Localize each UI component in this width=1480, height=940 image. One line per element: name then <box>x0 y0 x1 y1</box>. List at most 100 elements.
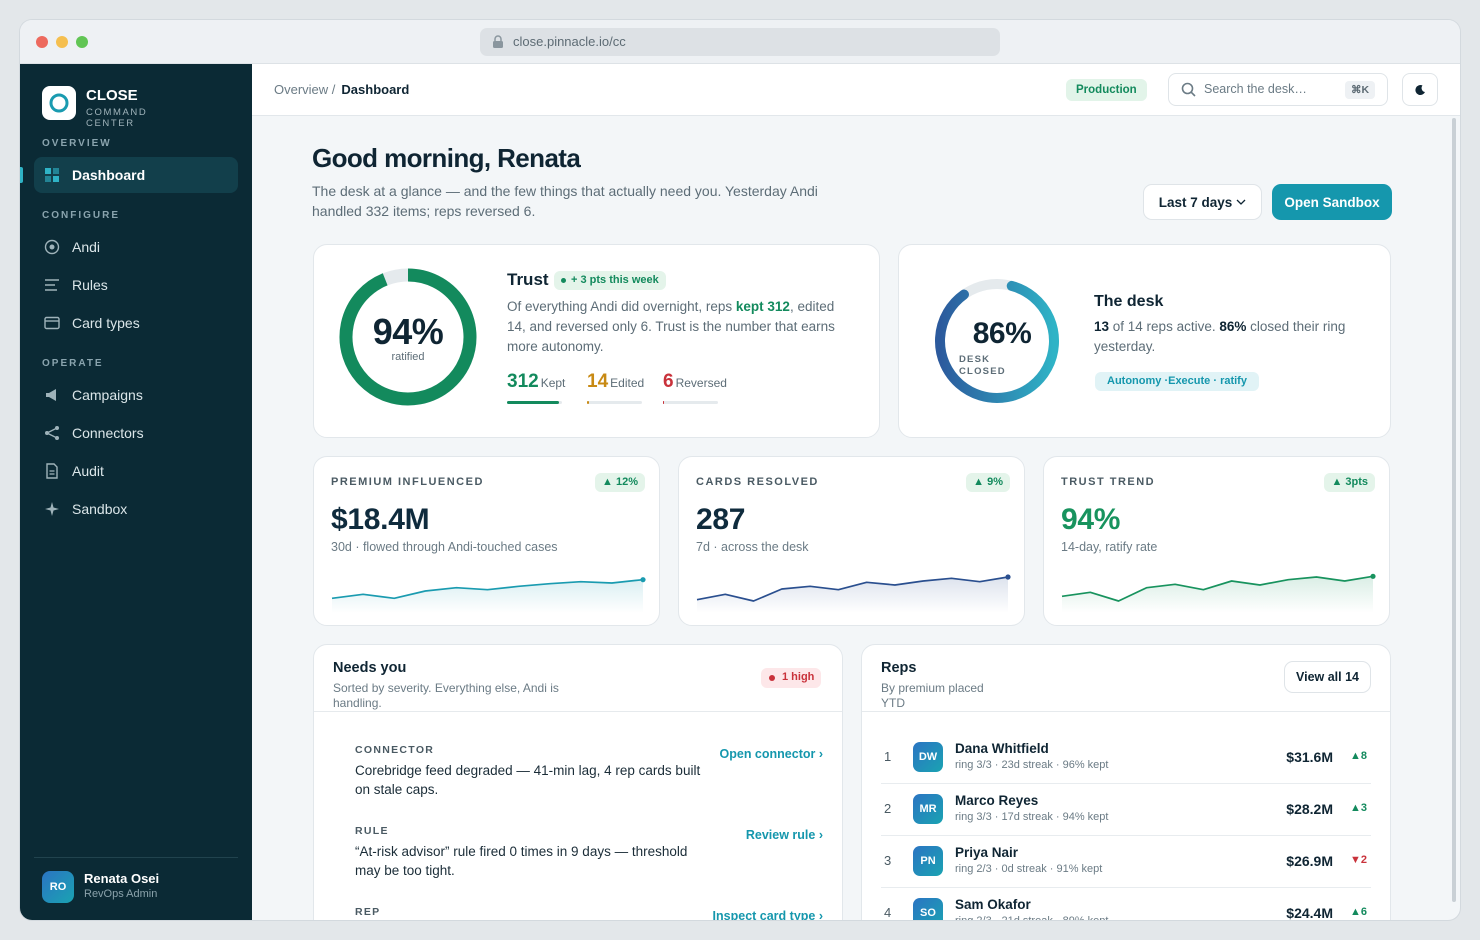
url-bar[interactable] <box>480 28 1000 56</box>
sparkline <box>1061 573 1376 613</box>
stat-bar <box>507 401 559 404</box>
severity-badge: 1 high <box>761 668 822 688</box>
reps-subtitle: By premium placed YTD <box>881 681 984 710</box>
stat: 312 Kept <box>507 371 565 394</box>
row-divider <box>881 887 1371 888</box>
user-avatar[interactable]: RO <box>42 871 74 903</box>
rep-meta: ring 3/3 · 17d streak · 94% kept <box>955 811 1109 823</box>
row-divider <box>881 835 1371 836</box>
item-text: Corebridge feed degraded — 41-min lag, 4… <box>355 763 701 797</box>
nav-item[interactable]: Dashboard <box>34 157 238 193</box>
sparkline-area <box>697 577 1008 613</box>
stat: 14 Edited <box>587 371 644 394</box>
open-sandbox-button[interactable]: Open Sandbox <box>1272 184 1392 220</box>
rep-premium: $24.4M <box>1286 905 1333 920</box>
stat-value: 312 <box>507 371 539 392</box>
nav-item[interactable]: Campaigns <box>34 377 238 413</box>
kpi-label: CARDS RESOLVED <box>696 476 819 488</box>
stat-value: 14 <box>587 371 609 392</box>
page-title: Good morning, Renata <box>312 143 581 173</box>
stat-label: Edited <box>610 376 645 390</box>
kpi-label: PREMIUM INFLUENCED <box>331 476 484 488</box>
kpi-label: TRUST TREND <box>1061 476 1156 488</box>
item-action[interactable]: Inspect card type › <box>712 909 823 920</box>
nav-item[interactable]: Card types <box>34 305 238 341</box>
stat-bar <box>663 401 664 404</box>
item-kind: REP <box>355 906 381 918</box>
icon-shape <box>49 470 55 475</box>
icon-shape <box>46 463 58 479</box>
row-divider <box>881 783 1371 784</box>
view-all-button[interactable]: View all 14 <box>1284 661 1371 693</box>
trust-text: Of everything Andi did overnight, reps k… <box>507 297 837 357</box>
logo[interactable] <box>42 86 76 120</box>
nav-label: Rules <box>72 277 108 293</box>
rep-avatar: MR <box>913 794 943 824</box>
text: of 14 reps active. <box>1109 319 1220 334</box>
zoom-dot[interactable] <box>76 36 88 48</box>
rep-premium: $31.6M <box>1286 749 1333 765</box>
trust-title: Trust <box>507 270 549 289</box>
nav-label: Andi <box>72 239 101 255</box>
stat-track <box>663 401 718 404</box>
kpi-card: TRUST TREND ▲ 3pts 94% 14-day, ratify rate <box>1043 456 1390 626</box>
nav-item[interactable]: Andi <box>34 229 238 265</box>
divider <box>34 857 238 858</box>
nav-icon <box>45 168 59 182</box>
sparkline-line <box>1061 575 1374 602</box>
desk-caption: DESK CLOSED <box>959 354 1006 377</box>
chevron <box>1236 199 1246 205</box>
moon-icon <box>1415 85 1425 96</box>
trust-badge: + 3 pts this week <box>554 271 666 290</box>
divider <box>314 711 842 712</box>
nav-label: Connectors <box>72 425 144 441</box>
rep-name: Sam Okafor <box>955 897 1031 912</box>
rep-name: Dana Whitfield <box>955 741 1049 756</box>
ring-arc <box>339 268 477 406</box>
nav-item[interactable]: Sandbox <box>34 491 238 527</box>
ring-arc <box>935 280 1059 403</box>
item-action[interactable]: Review rule › <box>745 828 823 842</box>
stat-label: Kept <box>540 376 566 390</box>
range-label: Last 7 days <box>1158 194 1233 210</box>
nav-item[interactable]: Rules <box>34 267 238 303</box>
nav-label: Sandbox <box>72 501 128 517</box>
item-action[interactable]: Open connector › <box>719 747 823 761</box>
rep-avatar: SO <box>913 898 943 920</box>
kpi-sub: 14-day, ratify rate <box>1061 540 1158 554</box>
logo-ring <box>49 93 69 113</box>
text-emphasis: 13 <box>1094 319 1110 334</box>
icon-shape <box>46 389 56 401</box>
kpi-card: PREMIUM INFLUENCED ▲ 12% $18.4M 30d · flowe… <box>313 456 660 626</box>
nav-item[interactable]: Connectors <box>34 415 238 451</box>
needs-title: Needs you <box>333 660 407 676</box>
trust-caption: ratified <box>391 351 425 363</box>
text-emphasis: 86% <box>1219 319 1247 334</box>
nav-label: Card types <box>72 315 140 331</box>
text-emphasis: kept 312 <box>735 299 790 314</box>
item-kind: CONNECTOR <box>355 744 435 756</box>
nav-label: Dashboard <box>72 167 146 183</box>
browser-window: close.pinnacle.io/cc CLOSE COMMAND CENTE… <box>20 20 1460 920</box>
kpi-delta: ▲ 9% <box>966 473 1010 492</box>
breadcrumb-parent[interactable]: Overview / <box>274 82 336 97</box>
search-shortcut: ⌘K <box>1345 81 1375 99</box>
user-name: Renata Osei <box>84 871 160 886</box>
kpi-value: $18.4M <box>331 503 430 536</box>
nav-item[interactable]: Audit <box>34 453 238 489</box>
url: close.pinnacle.io/cc <box>513 34 626 49</box>
trust-value: 94% <box>372 311 444 352</box>
scrollbar[interactable] <box>1452 118 1456 902</box>
needs-card <box>313 644 843 920</box>
close-dot[interactable] <box>36 36 48 48</box>
text: closed their ring yesterday. <box>1094 319 1346 354</box>
sparkline-line <box>331 578 644 600</box>
range-select[interactable]: Last 7 days <box>1143 184 1262 220</box>
rep-name: Priya Nair <box>955 845 1019 860</box>
kpi-value: 287 <box>696 503 746 536</box>
rep-name: Marco Reyes <box>955 793 1039 808</box>
environment-badge: Production <box>1066 79 1147 101</box>
text: , edited 14, and reversed only 6. Trust … <box>507 299 835 354</box>
minimize-dot[interactable] <box>56 36 68 48</box>
theme-toggle[interactable] <box>1402 73 1438 106</box>
